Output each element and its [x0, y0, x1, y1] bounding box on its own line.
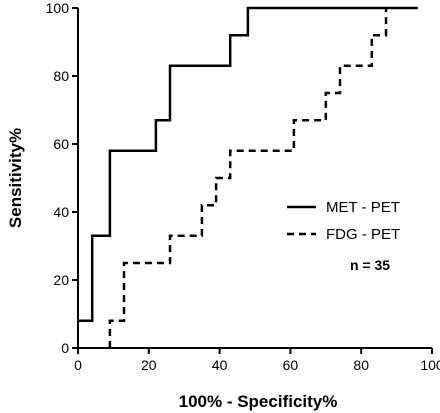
- y-axis-title: Sensitivity%: [6, 128, 25, 228]
- axes: 0 20 40 60 80 100 0 20 40 60 80 100: [46, 0, 440, 373]
- y-tick-label: 40: [53, 204, 69, 220]
- y-tick-label: 80: [53, 68, 69, 84]
- y-tick-label: 0: [61, 340, 69, 356]
- series-layer: [78, 6, 418, 348]
- x-tick-label: 60: [283, 357, 299, 373]
- y-tick-label: 60: [53, 136, 69, 152]
- x-tick-label: 20: [141, 357, 157, 373]
- x-tick-label: 80: [353, 357, 369, 373]
- x-tick-label: 40: [212, 357, 228, 373]
- y-tick-label: 20: [53, 272, 69, 288]
- y-tick-label: 100: [46, 0, 70, 16]
- x-tick-label: 0: [74, 357, 82, 373]
- legend-label-fdg-pet: FDG - PET: [326, 226, 400, 243]
- sample-size-annotation: n = 35: [350, 257, 390, 273]
- series-line-fdg-pet: [108, 8, 388, 348]
- legend-label-met-pet: MET - PET: [326, 199, 400, 216]
- x-axis-title: 100% - Specificity%: [179, 392, 338, 411]
- x-tick-label: 100: [420, 357, 440, 373]
- series-line-met-pet: [78, 6, 418, 323]
- legend: MET - PET FDG - PET: [287, 199, 400, 243]
